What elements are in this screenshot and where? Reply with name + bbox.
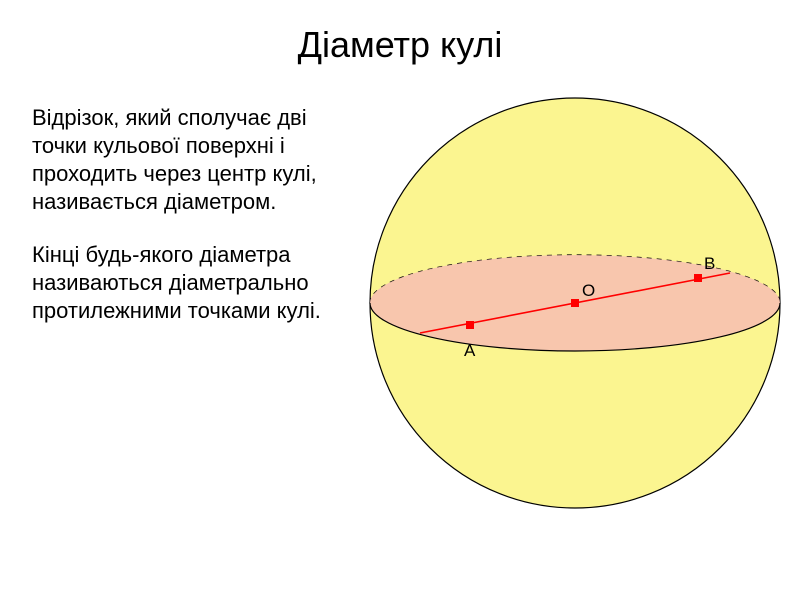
definition-paragraph-1: Відрізок, який сполучає дві точки кульов… xyxy=(32,104,340,217)
sphere-svg xyxy=(360,78,800,538)
point-label-b: B xyxy=(704,254,715,274)
point-marker-o xyxy=(571,299,579,307)
sphere-diagram: A O B xyxy=(360,78,800,538)
page-title: Діаметр кулі xyxy=(0,0,800,78)
point-label-a: A xyxy=(464,341,475,361)
point-marker-a xyxy=(466,321,474,329)
text-column: Відрізок, який сполучає дві точки кульов… xyxy=(0,78,360,538)
point-label-o: O xyxy=(582,281,595,301)
definition-paragraph-2: Кінці будь-якого діаметра називаються ді… xyxy=(32,241,340,325)
content-row: Відрізок, який сполучає дві точки кульов… xyxy=(0,78,800,538)
point-marker-b xyxy=(694,274,702,282)
